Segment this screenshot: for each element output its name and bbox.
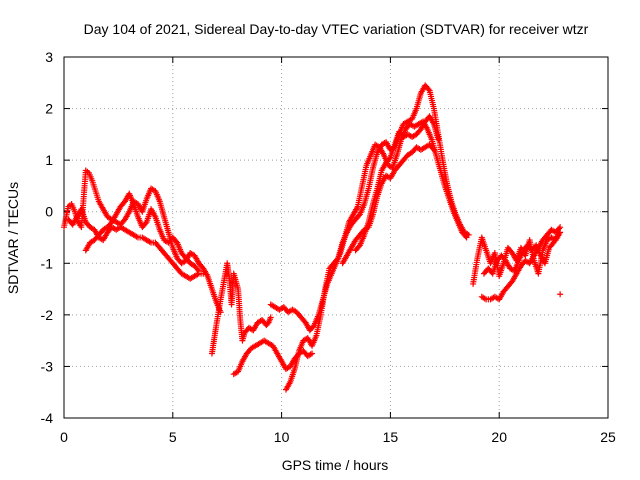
data-point-fill [355, 243, 362, 250]
data-point [309, 350, 316, 357]
y-tick-label: -3 [41, 358, 54, 374]
chart-title: Day 104 of 2021, Sidereal Day-to-day VTE… [84, 21, 589, 37]
data-point-fill [429, 145, 436, 152]
data-point [430, 146, 437, 153]
x-tick-label: 25 [600, 429, 616, 445]
data-point [195, 268, 202, 275]
data-point-fill [556, 225, 563, 232]
data-point [557, 224, 564, 231]
plot-frame [63, 56, 609, 419]
data-point-fill [194, 266, 201, 273]
data-point-fill [355, 212, 362, 219]
data-point [435, 136, 442, 143]
x-tick-label: 10 [274, 429, 290, 445]
data-point [554, 231, 561, 238]
axis-ticks: 0 5 10 15 20 25 -4 -3 -2 -1 0 1 2 3 [41, 49, 616, 445]
data-point [200, 270, 207, 277]
data-point-fill [142, 220, 149, 227]
data-point [465, 231, 472, 238]
data-point-fill [173, 238, 180, 245]
data-point [267, 314, 274, 321]
data-point-fill [334, 256, 341, 263]
data-points [61, 82, 564, 393]
data-point-fill [386, 155, 393, 162]
y-tick-label: -1 [41, 255, 54, 271]
y-tick-label: 3 [45, 49, 53, 65]
data-point-fill [425, 86, 432, 93]
x-tick-label: 0 [60, 429, 68, 445]
y-axis-label: SDTVAR / TECUs [5, 182, 21, 294]
y-tick-label: 0 [45, 204, 53, 220]
data-point-fill [264, 320, 271, 327]
y-tick-label: -4 [41, 410, 54, 426]
data-point-fill [310, 323, 317, 330]
x-axis-label: GPS time / hours [282, 457, 389, 473]
x-tick-label: 20 [491, 429, 507, 445]
y-tick-label: 1 [45, 152, 53, 168]
x-tick-label: 5 [169, 429, 177, 445]
x-tick-label: 15 [383, 429, 399, 445]
data-point [557, 291, 564, 298]
y-tick-label: 2 [45, 101, 53, 117]
y-tick-label: -2 [41, 307, 54, 323]
